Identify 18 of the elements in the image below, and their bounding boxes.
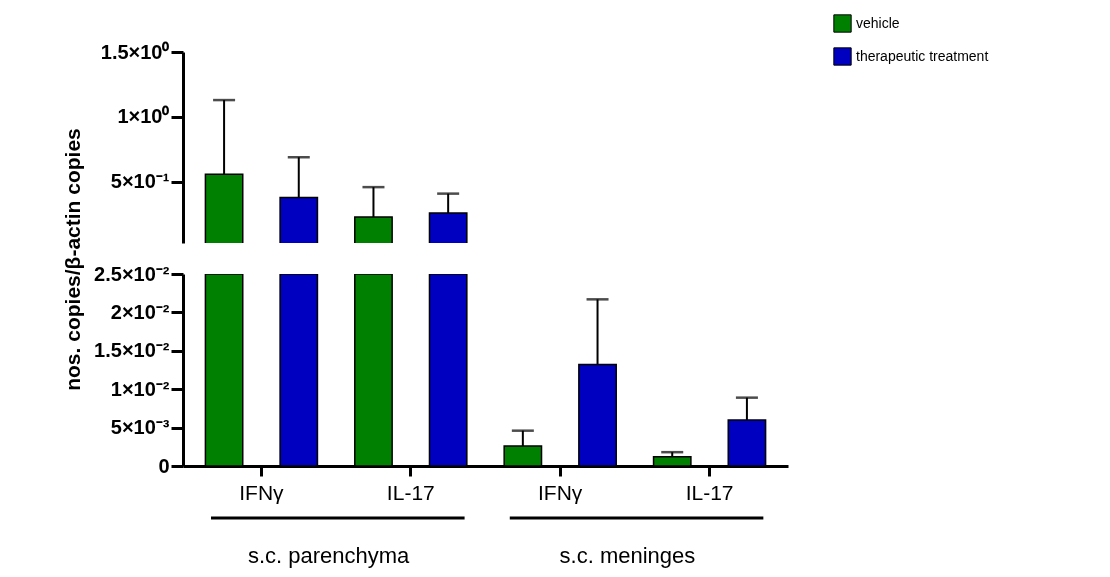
y-tick-label: 1×10⁻² xyxy=(110,377,170,400)
y-tick-label: 1×10⁰ xyxy=(117,105,170,128)
y-tick-label: 5×10⁻¹ xyxy=(110,170,170,193)
y-tick-label: 2×10⁻² xyxy=(110,300,170,323)
legend-label: vehicle xyxy=(856,14,900,31)
text: s.c. meninges xyxy=(559,543,696,568)
x-tick-label: IL-17 xyxy=(386,480,435,504)
y-tick-label: 1.5×10⁻² xyxy=(94,339,170,362)
y-tick-label: 2.5×10⁻² xyxy=(94,262,170,285)
legend-label: therapeutic treatment xyxy=(856,47,989,64)
text: s.c. parenchyma xyxy=(247,543,411,568)
y-axis-title: nos. copies/β-actin copies xyxy=(61,128,85,391)
y-tick-label: 1.5×10⁰ xyxy=(100,40,170,63)
x-tick-label: IFNγ xyxy=(239,480,285,504)
x-tick-label: IFNγ xyxy=(538,480,583,504)
x-tick-label: IL-17 xyxy=(685,480,734,504)
y-tick-label: 0 xyxy=(158,454,170,477)
y-tick-label: 5×10⁻³ xyxy=(110,416,170,439)
